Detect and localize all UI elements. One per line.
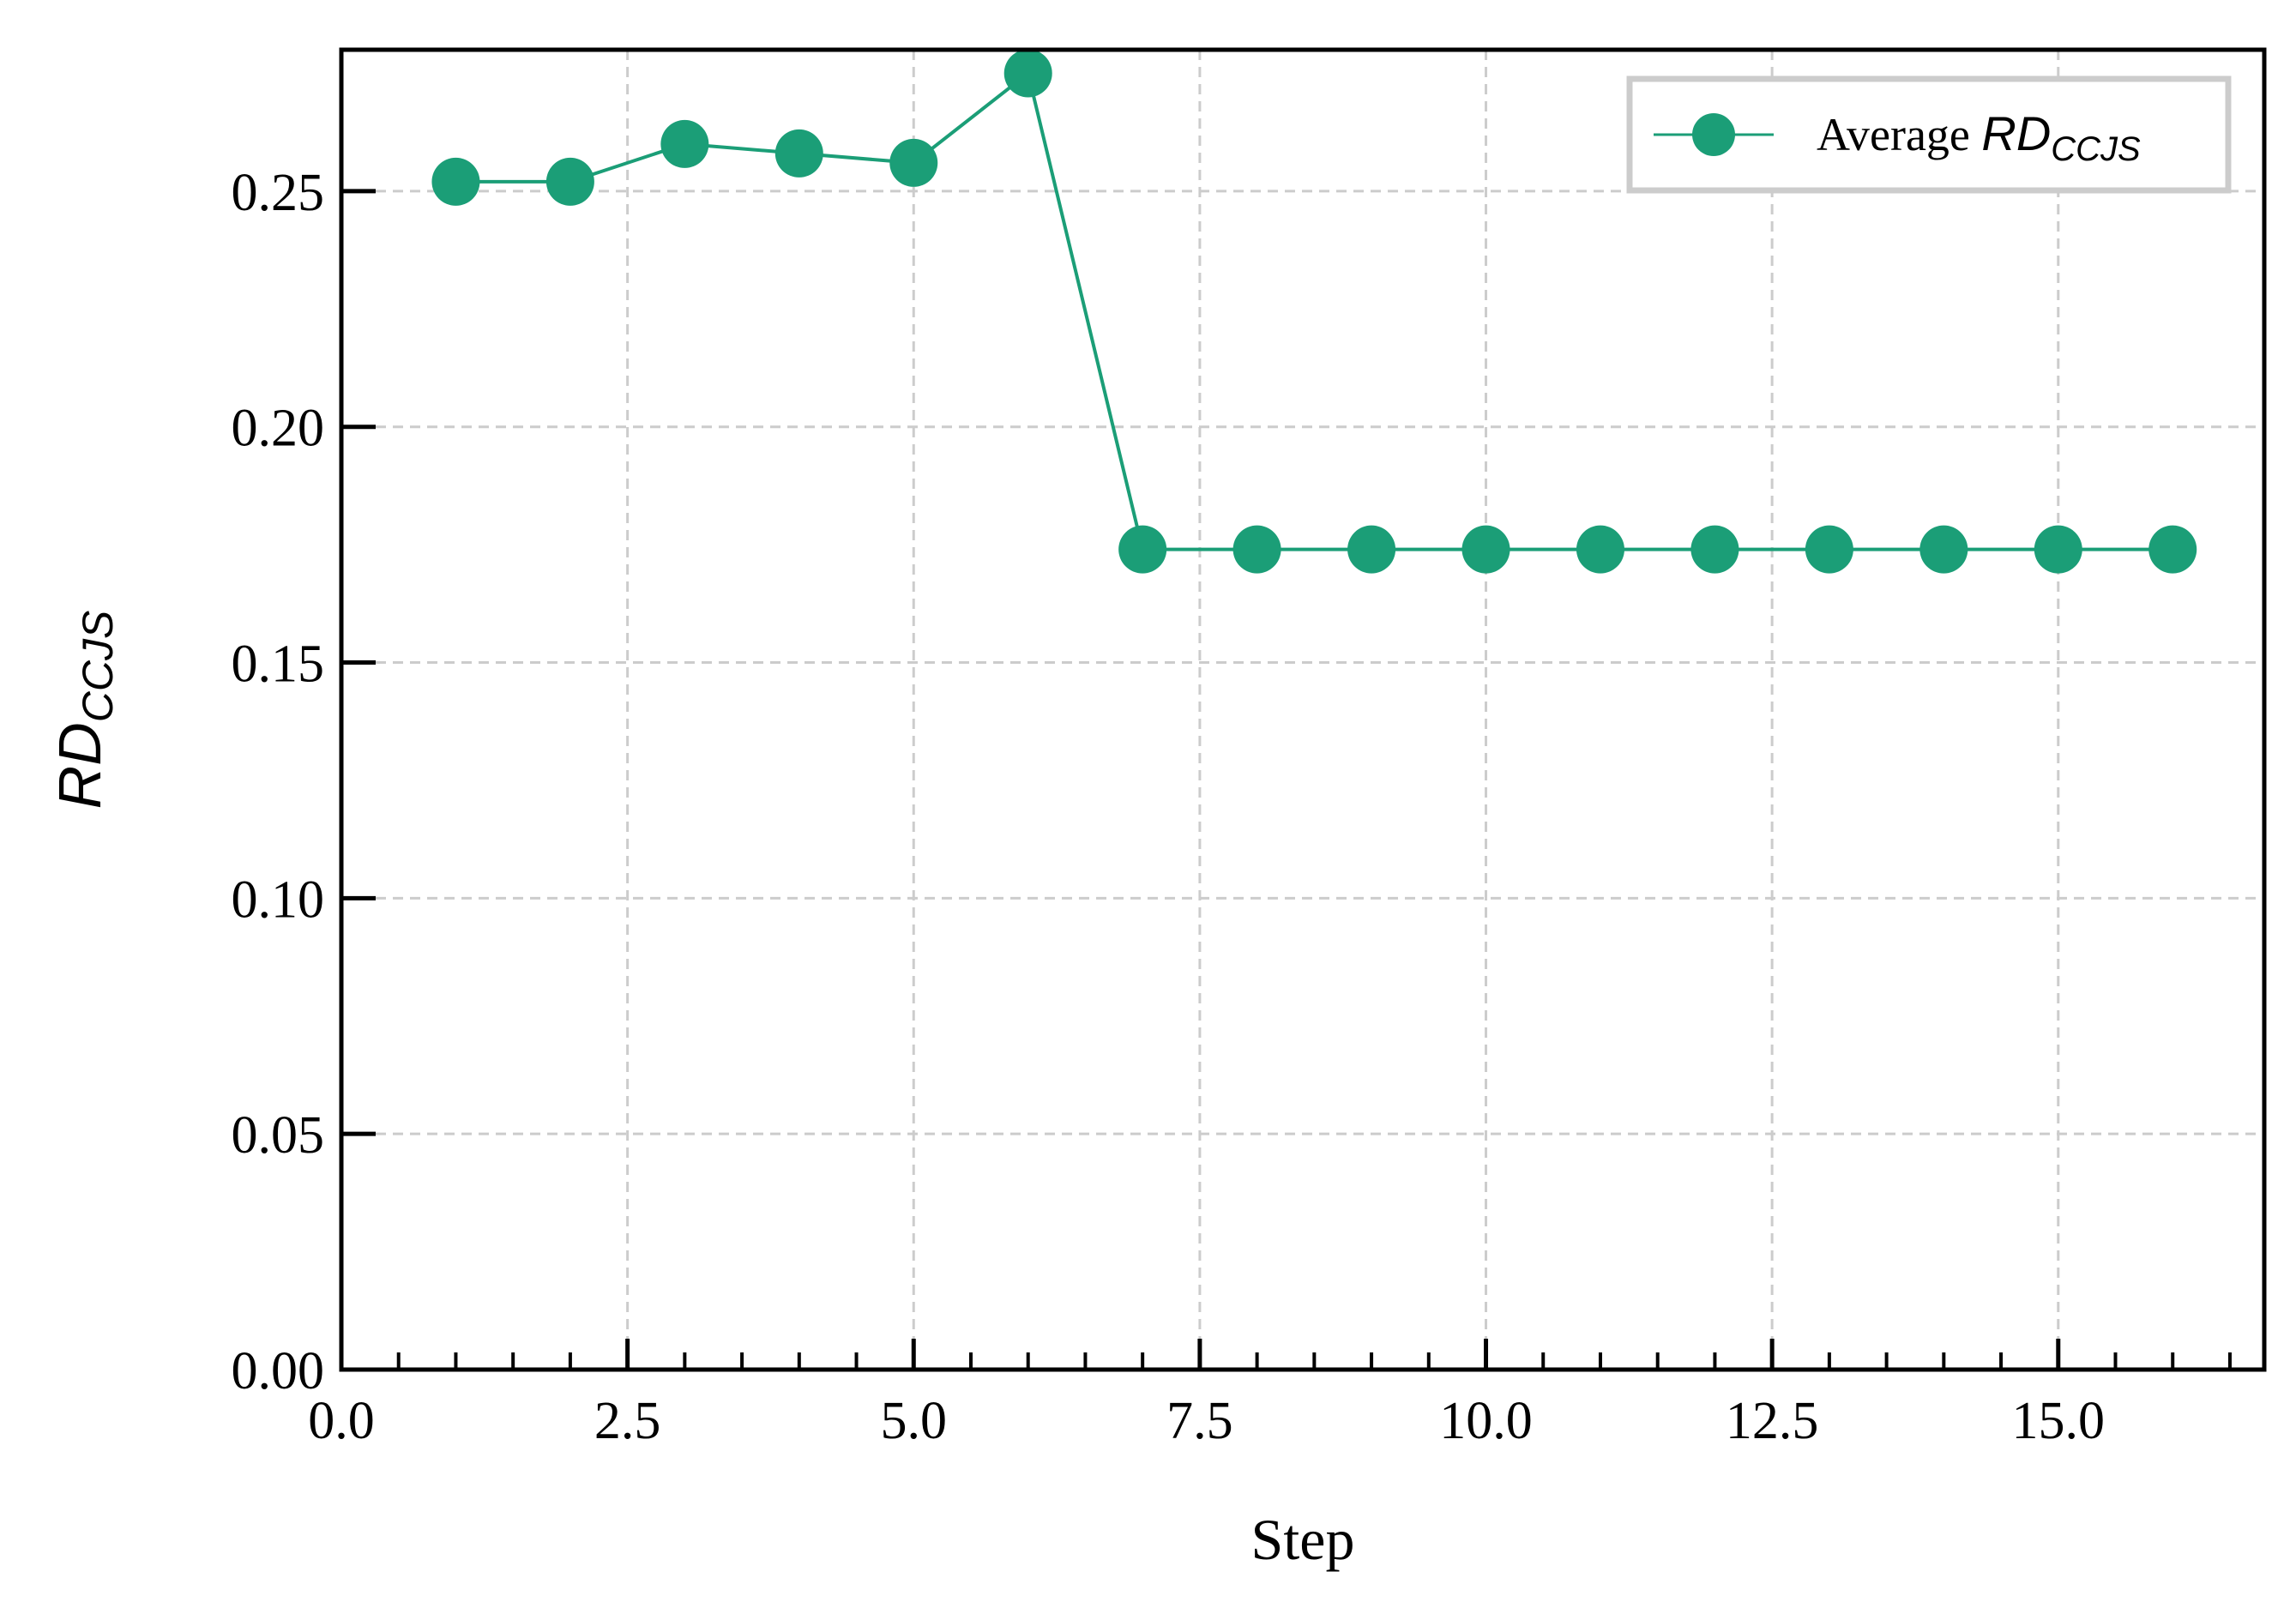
tick-labels: 0.0 2.5 5.0 7.5 10.0 12.5 15.0 0.00 0.05 0.10 0.15… [232, 164, 2106, 1450]
legend: Average RDCCJS [1626, 75, 2232, 194]
y-tick-label: 0.10 [232, 870, 325, 929]
plot-frame [339, 47, 2267, 1372]
series-line [455, 69, 2173, 551]
grid-lines [341, 50, 2264, 1370]
data-point [431, 157, 480, 206]
data-point [1805, 525, 1853, 574]
legend-entry-subscript: CCJS [2051, 130, 2141, 168]
data-point [1461, 525, 1510, 574]
legend-marker [1692, 113, 1735, 156]
legend-entry-label: Average RDCCJS [1817, 106, 2141, 168]
x-tick-label: 0.0 [308, 1392, 375, 1450]
data-point [889, 138, 938, 187]
data-point [545, 157, 594, 206]
series-layer [431, 49, 2197, 574]
x-tick-label: 2.5 [594, 1392, 661, 1450]
y-axis-label-sub: CCJS [74, 611, 122, 723]
x-tick-label: 12.5 [1726, 1392, 1819, 1450]
data-point [660, 119, 709, 168]
axis-ticks [339, 189, 2232, 1372]
x-tick-label: 5.0 [881, 1392, 948, 1450]
data-point [1118, 525, 1167, 574]
legend-entry-prefix: Average [1817, 109, 1981, 160]
data-point [2148, 525, 2197, 574]
x-axis-label: Step [1251, 1507, 1355, 1572]
data-point [1232, 525, 1281, 574]
data-point [1919, 525, 1968, 574]
legend-entry-symbol: RD [1981, 106, 2051, 160]
data-point [1576, 525, 1624, 574]
data-point [1690, 525, 1739, 574]
y-axis-label-main: RD [46, 722, 113, 809]
data-point [1003, 49, 1052, 98]
y-tick-label: 0.20 [232, 400, 325, 458]
y-axis-label: RDCCJS [46, 611, 122, 810]
data-point [774, 129, 823, 178]
data-point [1347, 525, 1396, 574]
y-tick-label: 0.15 [232, 635, 325, 694]
y-tick-label: 0.00 [232, 1342, 325, 1400]
y-tick-label: 0.05 [232, 1106, 325, 1165]
x-tick-label: 15.0 [2012, 1392, 2106, 1450]
x-tick-label: 7.5 [1166, 1392, 1233, 1450]
data-point [2034, 525, 2082, 574]
y-tick-label: 0.25 [232, 164, 325, 222]
x-tick-label: 10.0 [1439, 1392, 1533, 1450]
